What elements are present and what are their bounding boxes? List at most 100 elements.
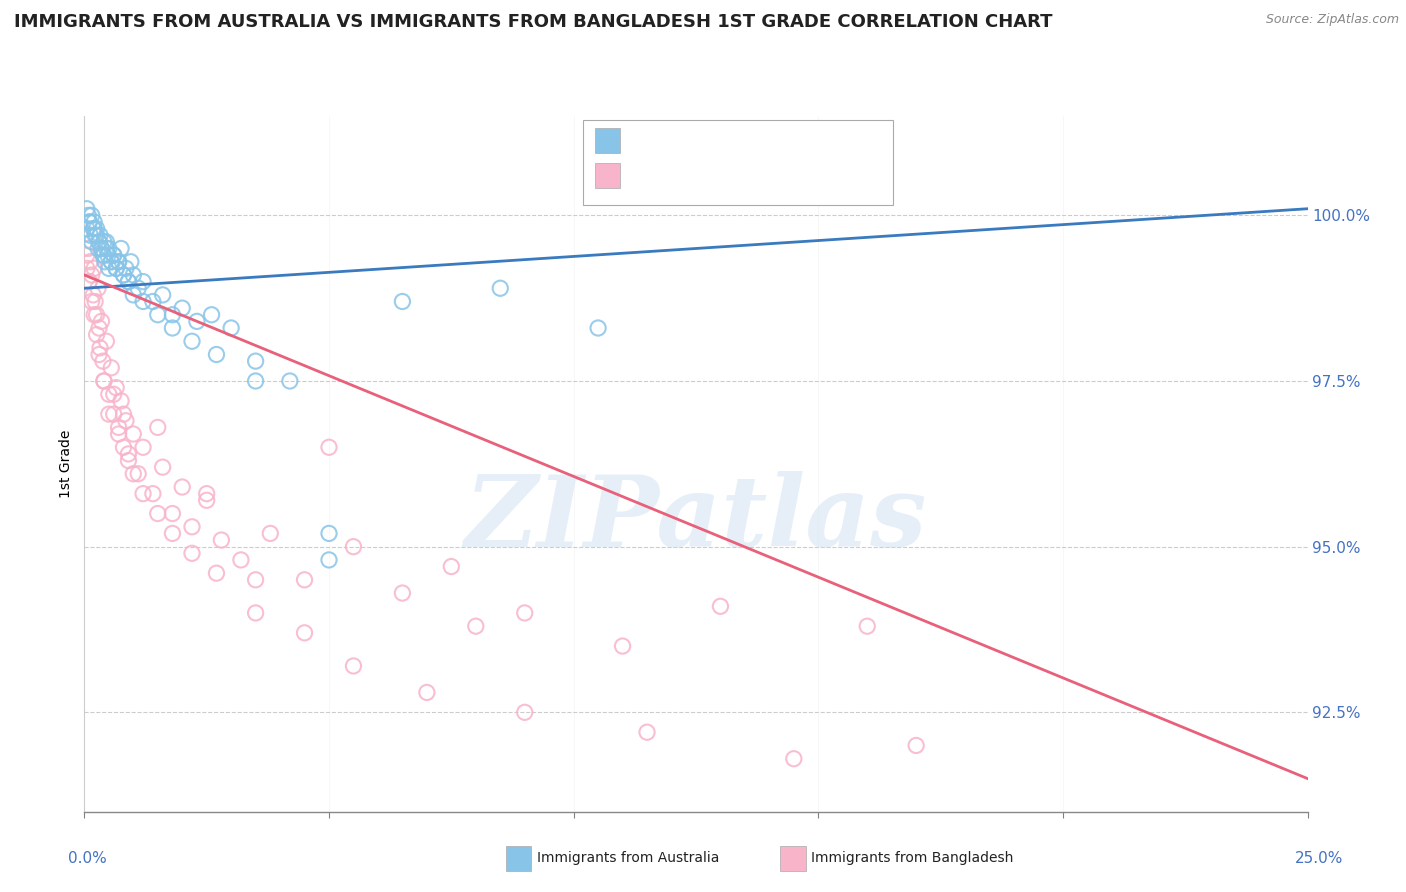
Point bbox=[342, 659, 364, 673]
Point bbox=[209, 533, 232, 547]
Text: 0.0%: 0.0% bbox=[67, 851, 107, 865]
Point bbox=[709, 599, 731, 614]
Point bbox=[391, 586, 413, 600]
Point bbox=[87, 235, 110, 249]
Point bbox=[205, 347, 228, 361]
Point bbox=[110, 393, 132, 408]
Point bbox=[132, 486, 155, 500]
Point bbox=[195, 486, 218, 500]
Point bbox=[91, 248, 114, 262]
Point bbox=[278, 374, 301, 388]
Point bbox=[586, 321, 609, 335]
Point bbox=[132, 294, 155, 309]
Point bbox=[84, 228, 107, 243]
Point bbox=[89, 228, 111, 243]
Point bbox=[195, 493, 218, 508]
Point bbox=[86, 308, 108, 322]
Point bbox=[162, 526, 184, 541]
Point bbox=[107, 420, 129, 434]
Point bbox=[76, 202, 98, 216]
Text: Source: ZipAtlas.com: Source: ZipAtlas.com bbox=[1265, 13, 1399, 27]
Point bbox=[440, 559, 463, 574]
Point bbox=[162, 308, 184, 322]
Point bbox=[97, 242, 120, 256]
Point bbox=[89, 341, 111, 355]
Point bbox=[294, 625, 316, 640]
Point bbox=[181, 520, 204, 534]
Point bbox=[117, 447, 139, 461]
Point bbox=[90, 242, 112, 256]
Text: -0.398: -0.398 bbox=[675, 167, 734, 185]
Text: 25.0%: 25.0% bbox=[1295, 851, 1343, 865]
Point bbox=[612, 639, 634, 653]
Point bbox=[100, 254, 122, 268]
Point bbox=[97, 248, 120, 262]
Point bbox=[245, 573, 267, 587]
Text: 76: 76 bbox=[778, 167, 800, 185]
Point bbox=[294, 573, 316, 587]
Point bbox=[142, 294, 165, 309]
Point bbox=[107, 254, 129, 268]
Point bbox=[107, 254, 129, 268]
Text: R =: R = bbox=[628, 131, 665, 149]
Point bbox=[200, 308, 222, 322]
Point bbox=[318, 526, 340, 541]
Point bbox=[90, 314, 112, 328]
Point bbox=[82, 288, 104, 302]
Point bbox=[93, 374, 115, 388]
Text: Immigrants from Bangladesh: Immigrants from Bangladesh bbox=[811, 851, 1014, 865]
Point bbox=[186, 314, 208, 328]
Point bbox=[245, 354, 267, 368]
Text: R =: R = bbox=[628, 167, 665, 185]
Text: IMMIGRANTS FROM AUSTRALIA VS IMMIGRANTS FROM BANGLADESH 1ST GRADE CORRELATION CH: IMMIGRANTS FROM AUSTRALIA VS IMMIGRANTS … bbox=[14, 13, 1053, 31]
Point bbox=[905, 739, 928, 753]
Point bbox=[132, 275, 155, 289]
Point bbox=[105, 261, 128, 276]
Point bbox=[103, 248, 125, 262]
Point bbox=[122, 288, 145, 302]
Point bbox=[112, 268, 135, 282]
Point bbox=[80, 294, 103, 309]
Point bbox=[100, 254, 122, 268]
Point bbox=[152, 288, 174, 302]
Point bbox=[120, 254, 142, 268]
Point bbox=[112, 440, 135, 454]
Point bbox=[146, 507, 169, 521]
Point bbox=[91, 354, 114, 368]
Point bbox=[205, 566, 228, 581]
Point bbox=[97, 387, 120, 401]
Point bbox=[181, 334, 204, 349]
Point bbox=[76, 248, 98, 262]
Point bbox=[146, 308, 169, 322]
Point bbox=[93, 235, 115, 249]
Point bbox=[122, 467, 145, 481]
Y-axis label: 1st Grade: 1st Grade bbox=[59, 430, 73, 498]
Point bbox=[127, 467, 149, 481]
Point bbox=[77, 208, 100, 222]
Point bbox=[115, 414, 138, 428]
Point bbox=[105, 261, 128, 276]
Point bbox=[489, 281, 512, 295]
Point bbox=[117, 275, 139, 289]
Point bbox=[172, 480, 194, 494]
Point bbox=[152, 460, 174, 475]
Point bbox=[96, 334, 118, 349]
Text: 0.138: 0.138 bbox=[675, 131, 727, 149]
Point bbox=[162, 507, 184, 521]
Point bbox=[112, 407, 135, 421]
Point bbox=[464, 619, 486, 633]
Text: ZIPatlas: ZIPatlas bbox=[465, 471, 927, 567]
Point bbox=[783, 752, 806, 766]
Point bbox=[93, 374, 115, 388]
Point bbox=[318, 553, 340, 567]
Point bbox=[96, 242, 118, 256]
Point bbox=[77, 242, 100, 256]
Point bbox=[86, 221, 108, 235]
Point bbox=[87, 281, 110, 295]
Point bbox=[245, 374, 267, 388]
Point bbox=[83, 221, 105, 235]
Text: N =: N = bbox=[728, 167, 776, 185]
Point bbox=[80, 208, 103, 222]
Point bbox=[86, 327, 108, 342]
Point bbox=[342, 540, 364, 554]
